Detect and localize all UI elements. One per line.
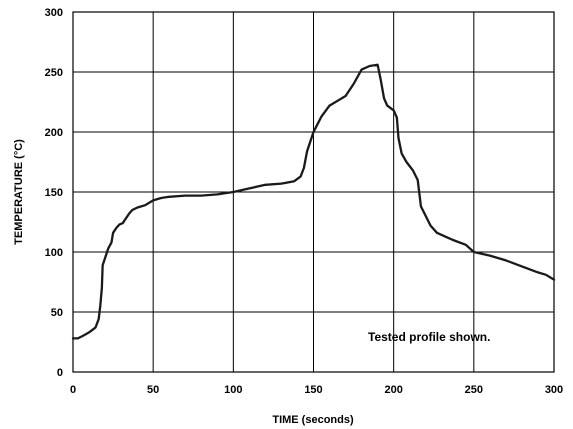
y-tick-label-100: 100 — [45, 247, 63, 259]
y-tick-label-300: 300 — [45, 7, 63, 19]
y-tick-label-250: 250 — [45, 67, 63, 79]
y-tick-label-50: 50 — [51, 307, 63, 319]
x-tick-label-0: 0 — [70, 384, 76, 396]
grid — [73, 12, 554, 372]
y-tick-label-0: 0 — [57, 367, 63, 379]
y-axis-title: TEMPERATURE (°C) — [13, 139, 25, 245]
annotation-tested-profile: Tested profile shown. — [368, 330, 490, 344]
x-axis-ticks: 0 50 100 150 200 250 300 — [70, 384, 563, 396]
y-tick-label-150: 150 — [45, 187, 63, 199]
plot-frame — [72, 11, 555, 373]
x-tick-label-100: 100 — [224, 384, 242, 396]
x-tick-label-150: 150 — [304, 384, 322, 396]
x-axis-title: TIME (seconds) — [272, 414, 354, 426]
y-tick-label-200: 200 — [45, 127, 63, 139]
x-tick-label-300: 300 — [545, 384, 563, 396]
temperature-profile-line — [71, 63, 556, 340]
x-tick-label-250: 250 — [465, 384, 483, 396]
plot-border — [72, 11, 555, 373]
x-tick-label-50: 50 — [147, 384, 159, 396]
y-axis-ticks: 0 50 100 150 200 250 300 — [45, 7, 63, 379]
x-tick-label-200: 200 — [384, 384, 402, 396]
